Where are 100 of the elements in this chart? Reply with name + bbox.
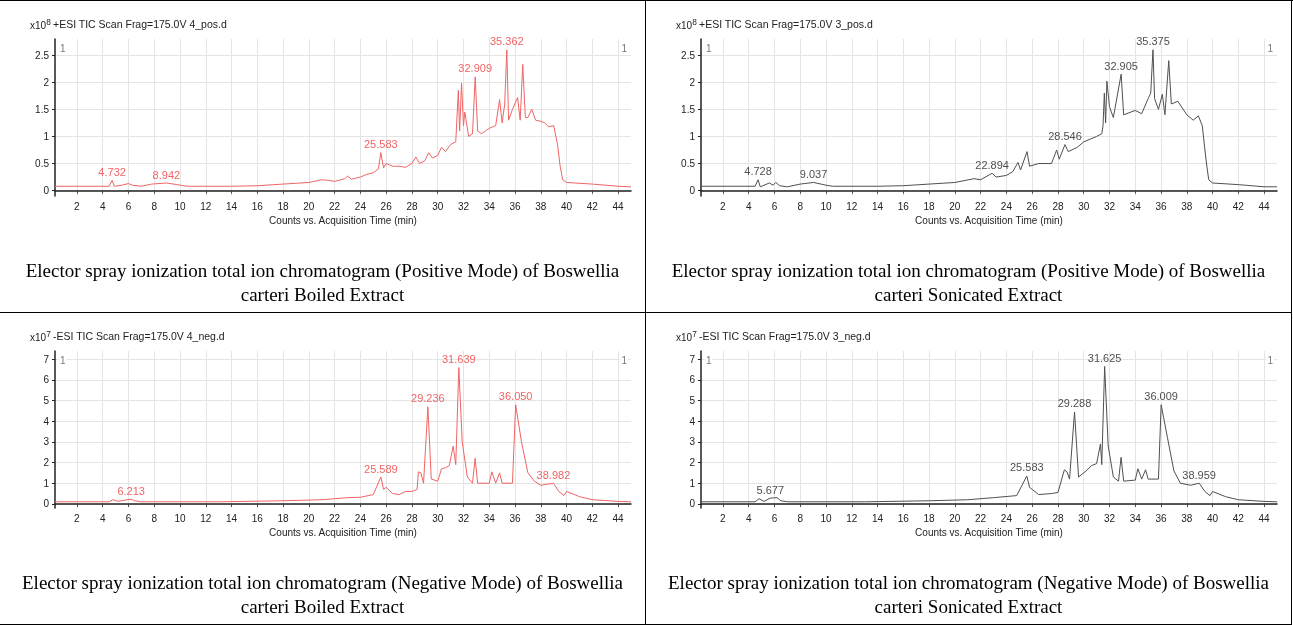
x-tick-label: 12	[200, 200, 212, 212]
x-tick-label: 16	[251, 512, 264, 524]
y-tick-label: 1	[689, 130, 696, 142]
x-tick-label: 28	[1052, 200, 1064, 212]
y-tick-label: 7	[689, 353, 696, 365]
y-tick-label: 6	[43, 374, 50, 386]
x-tick-label: 12	[200, 512, 212, 524]
x-tick-label: 38	[535, 512, 547, 524]
chart-title: +ESI TIC Scan Frag=175.0V 3_pos.d	[699, 17, 873, 30]
x-tick-label: 6	[125, 200, 132, 212]
annotation: 35.362	[489, 35, 524, 48]
x-tick-label: 18	[923, 200, 936, 212]
x-axis-title: Counts vs. Acquisition Time (min)	[915, 215, 1063, 227]
x-tick-label: 42	[586, 200, 599, 212]
annotation: 36.009	[1144, 390, 1178, 403]
y-axis-title: x10$^{7}$	[676, 329, 697, 344]
x-tick-label: 22	[329, 200, 341, 212]
annotation: 8.942	[152, 168, 181, 181]
annotation: 32.905	[1104, 59, 1138, 72]
x-tick-label: 38	[1181, 200, 1193, 212]
x-tick-label: 36	[509, 200, 522, 212]
x-tick-label: 10	[820, 512, 832, 524]
y-tick-label: 0.5	[35, 158, 50, 170]
x-tick-label: 44	[1258, 512, 1271, 524]
x-tick-label: 32	[457, 200, 470, 212]
x-tick-label: 28	[406, 512, 418, 524]
annotation: 29.288	[1057, 397, 1092, 410]
x-tick-label: 24	[354, 512, 367, 524]
x-tick-label: 30	[1078, 512, 1090, 524]
y-tick-label: 3	[43, 436, 50, 448]
annotation: 31.639	[442, 353, 476, 366]
y-tick-label: 1.5	[35, 103, 50, 115]
x-tick-label: 42	[1232, 512, 1245, 524]
x-tick-label: 20	[303, 200, 315, 212]
annotation: 25.583	[363, 138, 398, 151]
annotation: 1	[60, 354, 66, 366]
x-tick-label: 20	[949, 512, 961, 524]
x-tick-label: 24	[1000, 512, 1013, 524]
annotation: 1	[706, 42, 712, 54]
x-tick-label: 8	[797, 200, 804, 212]
y-tick-label: 1	[43, 477, 50, 489]
y-tick-label: 2	[689, 76, 696, 88]
x-tick-label: 34	[483, 200, 496, 212]
x-tick-label: 6	[125, 512, 132, 524]
x-tick-label: 42	[1232, 200, 1245, 212]
x-tick-label: 30	[432, 200, 444, 212]
x-tick-label: 16	[897, 200, 910, 212]
x-tick-label: 32	[1103, 200, 1116, 212]
x-tick-label: 4	[745, 512, 752, 524]
x-tick-label: 2	[74, 200, 81, 212]
y-tick-label: 2.5	[681, 49, 696, 61]
y-tick-label: 6	[689, 374, 696, 386]
y-tick-label: 1.5	[681, 103, 696, 115]
y-tick-label: 2	[689, 457, 696, 469]
annotation: 5.677	[756, 483, 785, 496]
x-tick-label: 14	[225, 200, 238, 212]
annotation: 31.625	[1087, 351, 1122, 364]
x-tick-label: 2	[74, 512, 81, 524]
text: Elector spray ionization total ion chromatogram (Negative Mode) of Boswellia carteri Sonicated Extract	[667, 571, 1270, 619]
x-axis-title: Counts vs. Acquisition Time (min)	[269, 527, 417, 539]
x-tick-label: 4	[99, 512, 106, 524]
x-tick-label: 26	[380, 512, 393, 524]
x-tick-label: 4	[745, 200, 752, 212]
x-tick-label: 42	[586, 512, 599, 524]
x-tick-label: 32	[1103, 512, 1116, 524]
x-tick-label: 10	[174, 512, 186, 524]
annotation: 4.728	[744, 165, 772, 178]
annotation: 9.037	[799, 167, 828, 180]
x-tick-label: 6	[771, 200, 778, 212]
x-tick-label: 44	[1258, 200, 1271, 212]
annotation: 36.050	[498, 390, 533, 403]
text: Elector spray ionization total ion chromatogram (Negative Mode) of Boswellia carteri Boiled Extract	[21, 571, 624, 619]
annotation: 25.583	[1009, 461, 1044, 474]
x-tick-label: 34	[1129, 512, 1142, 524]
annotation: 4.732	[98, 165, 126, 178]
x-tick-label: 40	[561, 512, 573, 524]
x-tick-label: 18	[277, 200, 290, 212]
x-tick-label: 22	[975, 200, 987, 212]
annotation: 28.546	[1048, 130, 1082, 143]
y-axis-title: x10$^{7}$	[30, 329, 51, 344]
x-tick-label: 14	[871, 512, 884, 524]
y-axis-title: x10$^{8}$	[30, 17, 51, 32]
x-tick-label: 16	[897, 512, 910, 524]
x-tick-label: 40	[561, 200, 573, 212]
x-tick-label: 8	[151, 512, 158, 524]
x-tick-label: 14	[871, 200, 884, 212]
x-tick-label: 2	[720, 200, 727, 212]
chart-title: -ESI TIC Scan Frag=175.0V 4_neg.d	[53, 329, 225, 342]
y-tick-label: 2	[43, 76, 50, 88]
x-tick-label: 28	[1052, 512, 1064, 524]
x-tick-label: 30	[1078, 200, 1090, 212]
x-tick-label: 24	[1000, 200, 1013, 212]
y-tick-label: 2.5	[35, 49, 50, 61]
x-tick-label: 8	[797, 512, 804, 524]
x-tick-label: 10	[820, 200, 832, 212]
annotation: 32.909	[458, 62, 493, 75]
x-tick-label: 10	[174, 200, 186, 212]
x-tick-label: 26	[380, 200, 393, 212]
annotation: 1	[1267, 354, 1274, 366]
y-tick-label: 4	[43, 415, 50, 427]
